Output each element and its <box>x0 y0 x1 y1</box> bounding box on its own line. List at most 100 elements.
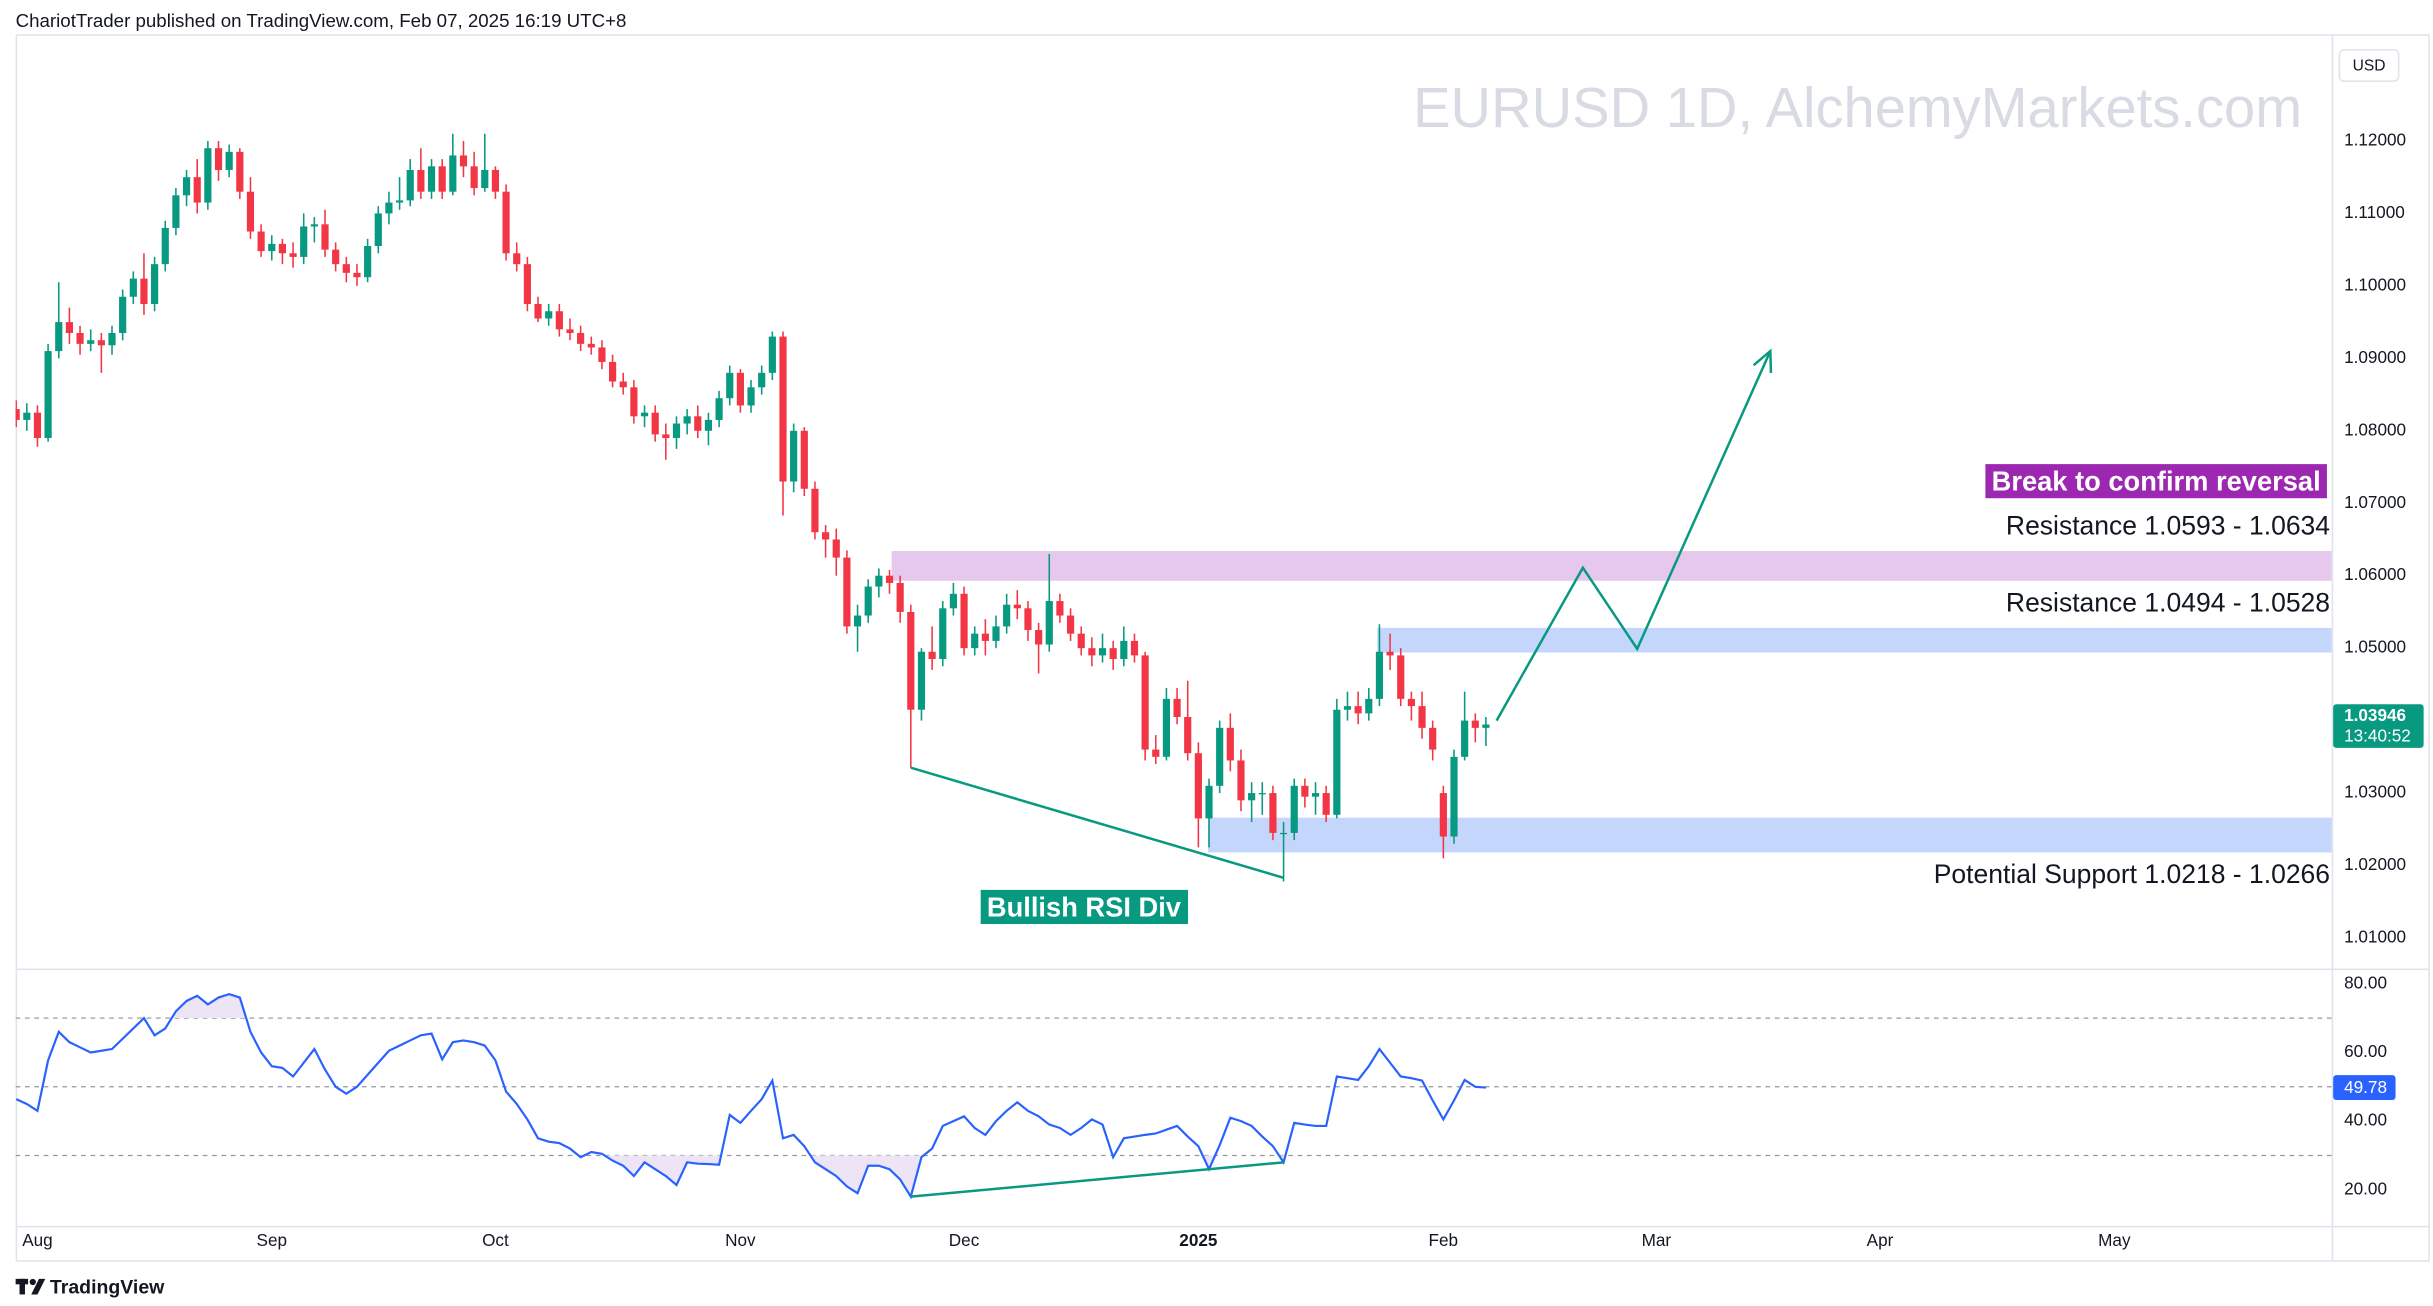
y-tick-label: 1.07000 <box>2344 492 2406 512</box>
candle-body <box>23 412 31 420</box>
candle-body <box>1194 753 1202 819</box>
x-tick-label: Sep <box>257 1230 288 1250</box>
candle-body <box>97 340 105 346</box>
candle-body <box>630 387 638 417</box>
candle-body <box>151 264 159 304</box>
candle-body <box>1088 648 1096 656</box>
candle-body <box>683 416 691 424</box>
candle-body <box>726 372 734 399</box>
candle-body <box>332 249 340 265</box>
candle-body <box>843 557 851 627</box>
candle-body <box>1311 793 1320 797</box>
zone <box>1207 817 2332 853</box>
candle-body <box>598 347 606 362</box>
candle-body <box>129 278 137 297</box>
candle-body <box>1365 698 1373 714</box>
overlay: 1.010001.020001.030001.040001.050001.060… <box>22 130 2424 1250</box>
candle-body <box>800 430 808 489</box>
candle-body <box>470 166 478 189</box>
candle-body <box>87 340 95 344</box>
candle-body <box>704 419 713 431</box>
candle-body <box>246 191 255 232</box>
candle-body <box>1013 604 1021 609</box>
candle-body <box>587 343 595 348</box>
candle-body <box>374 213 382 247</box>
candle-body <box>523 264 531 304</box>
candle-body <box>236 151 244 192</box>
candle-body <box>971 633 979 649</box>
y-tick-label: 60.00 <box>2344 1041 2387 1061</box>
candle-body <box>278 243 287 254</box>
candle-body <box>65 322 73 333</box>
annotation-box <box>1985 464 2327 499</box>
candle-body <box>651 412 659 435</box>
candle-body <box>779 336 787 482</box>
candle-body <box>1056 601 1064 616</box>
candle-body <box>481 169 489 189</box>
candle-body <box>1418 706 1426 728</box>
candle-body <box>981 633 989 641</box>
y-tick-label: 1.11000 <box>2344 202 2405 222</box>
candle-body <box>811 488 819 533</box>
candle-body <box>1333 709 1341 815</box>
candle-body <box>193 177 201 203</box>
projection-path <box>1495 350 1772 722</box>
projection-arrowhead <box>1752 348 1773 373</box>
candle-body <box>1216 727 1224 786</box>
candle-body <box>577 332 585 344</box>
x-tick-label: Mar <box>1642 1230 1672 1250</box>
candle-body <box>1301 785 1309 797</box>
divergence-line <box>910 1161 1284 1198</box>
candle-body <box>438 166 446 192</box>
candle-body <box>204 148 212 203</box>
y-tick-label: 80.00 <box>2344 972 2387 992</box>
candle-body <box>662 434 670 439</box>
last-value-tag <box>2333 1075 2396 1101</box>
candle-body <box>108 332 116 346</box>
annotation: Break to confirm reversal <box>1992 466 2321 497</box>
candle-body <box>960 593 968 649</box>
candle-body <box>1375 651 1384 699</box>
candle-body <box>1407 698 1415 707</box>
candle-body <box>853 615 862 627</box>
zone <box>1377 627 2332 653</box>
candle-body <box>640 412 649 417</box>
divergence-line <box>910 766 1284 880</box>
candle-body <box>928 651 936 660</box>
candle-body <box>182 177 191 196</box>
frame <box>15 34 2430 1262</box>
candle-body <box>1024 608 1032 631</box>
candle-body <box>513 253 521 265</box>
candle-body <box>459 155 468 167</box>
candle-body <box>310 224 318 227</box>
candle-body <box>1450 756 1458 837</box>
candle-body <box>1066 615 1075 634</box>
x-tick-label: 2025 <box>1179 1230 1218 1250</box>
candle-body <box>566 329 574 333</box>
candle-body <box>289 253 297 257</box>
last-value: 49.78 <box>2344 1077 2387 1097</box>
candle-body <box>1098 648 1107 656</box>
candle-body <box>758 372 766 388</box>
candle-body <box>1152 749 1160 757</box>
candle-body <box>395 200 404 203</box>
y-tick-label: 1.09000 <box>2344 347 2406 367</box>
last-price-tag <box>2333 704 2424 748</box>
candle-body <box>161 227 169 265</box>
candle-body <box>1109 648 1117 660</box>
candle-body <box>268 243 276 252</box>
candle-body <box>608 361 617 382</box>
candle-body <box>1397 655 1405 699</box>
candle-body <box>427 166 436 192</box>
candle-body <box>15 409 20 420</box>
candle-body <box>449 155 457 192</box>
candle-body <box>1258 793 1266 795</box>
candle-body <box>1035 630 1043 645</box>
y-tick-label: 1.08000 <box>2344 419 2406 439</box>
candle-body <box>491 169 500 192</box>
price-pane <box>15 133 2332 882</box>
rsi-line <box>15 992 1487 1200</box>
x-tick-label: May <box>2098 1230 2131 1250</box>
candle-body <box>1077 633 1085 649</box>
currency-box <box>2338 49 2400 82</box>
